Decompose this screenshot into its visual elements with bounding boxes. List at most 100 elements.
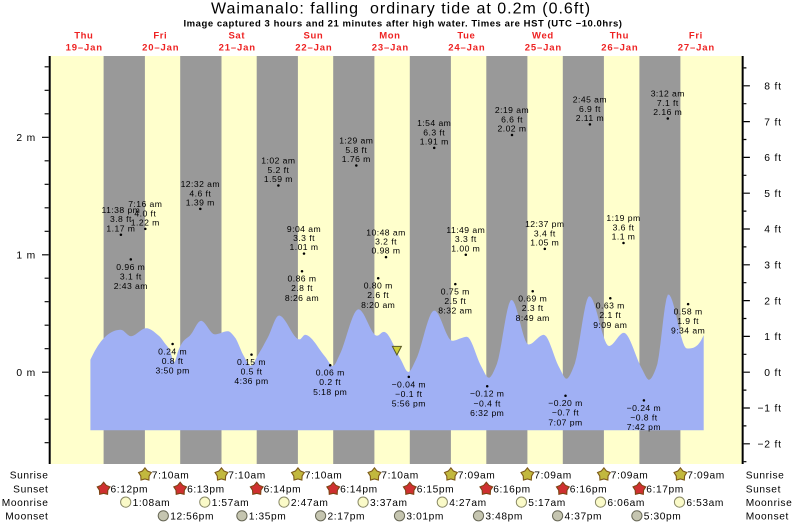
svg-text:7:09am: 7:09am — [611, 470, 649, 481]
svg-text:1:57am: 1:57am — [212, 498, 250, 509]
svg-text:4.6 ft: 4.6 ft — [189, 188, 211, 198]
svg-text:6:17pm: 6:17pm — [646, 485, 684, 496]
svg-text:1:35pm: 1:35pm — [249, 512, 287, 523]
svg-text:1.39 m: 1.39 m — [186, 198, 215, 208]
svg-text:12:37 pm: 12:37 pm — [525, 219, 564, 229]
svg-text:Mon: Mon — [379, 31, 400, 42]
svg-text:Sunrise: Sunrise — [10, 470, 49, 481]
svg-text:1:08am: 1:08am — [133, 498, 171, 509]
svg-text:Sunset: Sunset — [13, 485, 48, 496]
svg-text:12:56pm: 12:56pm — [170, 512, 214, 523]
svg-text:7:16 am: 7:16 am — [128, 199, 162, 209]
svg-text:11:49 am: 11:49 am — [446, 225, 485, 235]
svg-text:1.05 m: 1.05 m — [530, 238, 559, 248]
svg-text:3.1 ft: 3.1 ft — [120, 271, 142, 281]
svg-text:0.8 ft: 0.8 ft — [162, 356, 184, 366]
svg-text:7:10am: 7:10am — [305, 470, 343, 481]
svg-text:8:49 am: 8:49 am — [516, 313, 550, 323]
svg-text:6:16pm: 6:16pm — [570, 485, 608, 496]
svg-text:Moonrise: Moonrise — [746, 498, 793, 509]
svg-text:4:37pm: 4:37pm — [565, 512, 603, 523]
svg-text:5:30pm: 5:30pm — [644, 512, 682, 523]
svg-text:Thu: Thu — [610, 31, 629, 42]
svg-text:21–Jan: 21–Jan — [219, 43, 256, 54]
svg-text:7:10am: 7:10am — [381, 470, 419, 481]
svg-text:5.2 ft: 5.2 ft — [267, 165, 289, 175]
svg-text:Moonset: Moonset — [746, 512, 789, 523]
svg-text:0.80 m: 0.80 m — [364, 281, 393, 291]
svg-text:0.96 m: 0.96 m — [116, 262, 145, 272]
svg-text:2.5 ft: 2.5 ft — [444, 296, 466, 306]
svg-text:9:34 am: 9:34 am — [671, 326, 705, 336]
svg-text:1.76 m: 1.76 m — [342, 154, 371, 164]
svg-text:8:20 am: 8:20 am — [361, 300, 395, 310]
svg-text:1:54 am: 1:54 am — [417, 118, 451, 128]
svg-text:2.02 m: 2.02 m — [498, 124, 527, 134]
svg-text:2.8 ft: 2.8 ft — [291, 283, 313, 293]
svg-text:8 ft: 8 ft — [764, 82, 782, 93]
svg-text:0.15 m: 0.15 m — [237, 357, 266, 367]
svg-text:7:42 pm: 7:42 pm — [627, 422, 661, 432]
svg-text:Fri: Fri — [689, 31, 703, 42]
svg-text:3:01pm: 3:01pm — [406, 512, 444, 523]
svg-text:22–Jan: 22–Jan — [295, 43, 332, 54]
svg-text:6:12pm: 6:12pm — [111, 485, 149, 496]
svg-text:5 ft: 5 ft — [764, 189, 782, 200]
svg-text:3.3 ft: 3.3 ft — [293, 233, 315, 243]
svg-text:6.9 ft: 6.9 ft — [579, 104, 601, 114]
svg-text:3:48pm: 3:48pm — [485, 512, 523, 523]
svg-text:9:04 am: 9:04 am — [287, 224, 321, 234]
svg-text:0 m: 0 m — [16, 368, 36, 379]
svg-text:0.24 m: 0.24 m — [158, 346, 187, 356]
svg-text:2:45 am: 2:45 am — [573, 95, 607, 105]
svg-text:19–Jan: 19–Jan — [66, 43, 103, 54]
svg-text:0.2 ft: 0.2 ft — [319, 377, 341, 387]
svg-text:Thu: Thu — [74, 31, 93, 42]
svg-text:3.6 ft: 3.6 ft — [613, 222, 635, 232]
svg-text:−0.7 ft: −0.7 ft — [552, 408, 579, 418]
svg-text:2:47am: 2:47am — [291, 498, 329, 509]
svg-text:1.59 m: 1.59 m — [264, 174, 293, 184]
svg-text:−0.24 m: −0.24 m — [627, 403, 661, 413]
svg-text:5:18 pm: 5:18 pm — [313, 387, 347, 397]
svg-text:3.2 ft: 3.2 ft — [375, 237, 397, 247]
svg-text:1.01 m: 1.01 m — [290, 242, 319, 252]
svg-text:2.6 ft: 2.6 ft — [367, 290, 389, 300]
svg-text:7:10am: 7:10am — [228, 470, 266, 481]
svg-text:2.3 ft: 2.3 ft — [522, 303, 544, 313]
svg-text:5:17am: 5:17am — [528, 498, 566, 509]
svg-text:−0.4 ft: −0.4 ft — [474, 398, 501, 408]
svg-text:4.0 ft: 4.0 ft — [134, 208, 156, 218]
svg-text:Sunrise: Sunrise — [746, 470, 785, 481]
svg-text:−0.20 m: −0.20 m — [548, 398, 582, 408]
svg-text:1:19 pm: 1:19 pm — [606, 213, 640, 223]
svg-text:4 ft: 4 ft — [764, 225, 782, 236]
svg-text:6:06am: 6:06am — [607, 498, 645, 509]
svg-text:0.75 m: 0.75 m — [441, 287, 470, 297]
svg-text:3.8 ft: 3.8 ft — [110, 214, 132, 224]
svg-text:12:32 am: 12:32 am — [181, 179, 220, 189]
svg-text:7:09am: 7:09am — [458, 470, 496, 481]
svg-text:1:02 am: 1:02 am — [261, 156, 295, 166]
svg-text:1.00 m: 1.00 m — [451, 243, 480, 253]
svg-text:Moonrise: Moonrise — [2, 498, 49, 509]
svg-text:7:09am: 7:09am — [687, 470, 725, 481]
svg-text:6:53am: 6:53am — [686, 498, 724, 509]
svg-text:11:38 pm: 11:38 pm — [102, 205, 141, 215]
svg-text:2 m: 2 m — [16, 133, 36, 144]
svg-text:−0.12 m: −0.12 m — [470, 389, 504, 399]
svg-text:6:14pm: 6:14pm — [264, 485, 302, 496]
svg-text:26–Jan: 26–Jan — [601, 43, 638, 54]
svg-text:7:07 pm: 7:07 pm — [548, 417, 582, 427]
svg-text:8:26 am: 8:26 am — [285, 293, 319, 303]
svg-text:1 m: 1 m — [16, 250, 36, 261]
svg-text:10:48 am: 10:48 am — [366, 227, 405, 237]
svg-text:3:50 pm: 3:50 pm — [155, 366, 189, 376]
svg-text:23–Jan: 23–Jan — [372, 43, 409, 54]
svg-text:0.86 m: 0.86 m — [288, 274, 317, 284]
svg-text:4:36 pm: 4:36 pm — [234, 376, 268, 386]
svg-text:7:09am: 7:09am — [534, 470, 572, 481]
svg-text:3:12 am: 3:12 am — [651, 89, 685, 99]
svg-text:7 ft: 7 ft — [764, 117, 782, 128]
svg-text:−2 ft: −2 ft — [757, 440, 781, 451]
